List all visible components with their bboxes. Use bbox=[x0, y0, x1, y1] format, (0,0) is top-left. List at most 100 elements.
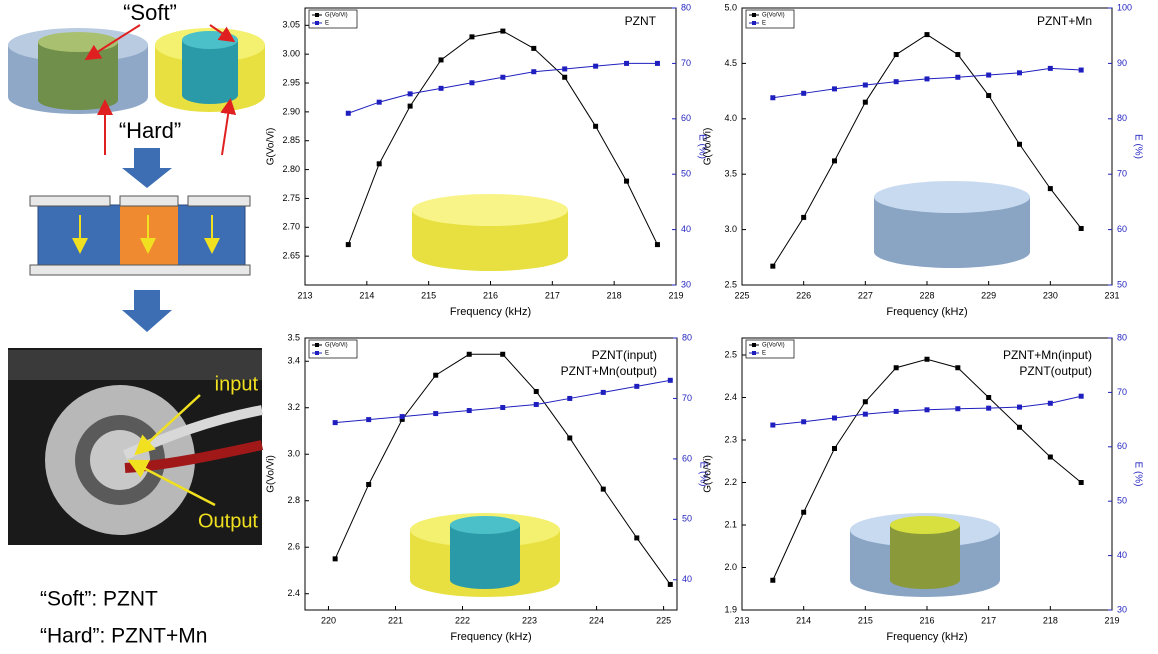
y2-axis-label: E (%) bbox=[1132, 462, 1143, 487]
x-tick-label: 228 bbox=[919, 290, 934, 300]
y2-axis-label: E (%) bbox=[697, 462, 708, 487]
point bbox=[667, 581, 673, 587]
point bbox=[466, 408, 472, 414]
y-tick-label: 1.9 bbox=[724, 604, 737, 614]
point bbox=[924, 407, 930, 413]
legend-label: E bbox=[325, 351, 329, 357]
x-tick-label: 224 bbox=[589, 615, 604, 625]
point bbox=[500, 28, 506, 34]
point bbox=[593, 63, 599, 69]
y2-axis-label: E (%) bbox=[1132, 134, 1143, 159]
x-tick-label: 218 bbox=[1043, 615, 1058, 625]
y2-tick-label: 70 bbox=[681, 58, 691, 68]
y-tick-label: 2.4 bbox=[287, 588, 300, 598]
y2-tick-label: 60 bbox=[682, 453, 692, 463]
legend-box bbox=[308, 339, 358, 359]
point bbox=[345, 110, 351, 116]
y2-tick-label: 70 bbox=[682, 393, 692, 403]
x-tick-label: 220 bbox=[321, 615, 336, 625]
y2-tick-label: 40 bbox=[681, 224, 691, 234]
y2-tick-label: 40 bbox=[682, 574, 692, 584]
y2-tick-label: 80 bbox=[1117, 113, 1127, 123]
legend-marker bbox=[752, 13, 756, 17]
point bbox=[801, 214, 807, 220]
y2-tick-label: 60 bbox=[681, 113, 691, 123]
point bbox=[862, 399, 868, 405]
point bbox=[433, 372, 439, 378]
down-arrow bbox=[122, 148, 172, 188]
point bbox=[634, 535, 640, 541]
y-tick-label: 4.0 bbox=[724, 113, 737, 123]
x-tick-label: 225 bbox=[734, 290, 749, 300]
point bbox=[500, 351, 506, 357]
point bbox=[1047, 400, 1053, 406]
y-tick-label: 2.70 bbox=[282, 222, 300, 232]
series-line bbox=[335, 379, 671, 424]
y-axis-label: G(Vo/Vi) bbox=[703, 455, 714, 493]
point bbox=[955, 74, 961, 80]
point bbox=[654, 60, 660, 66]
x-axis-label: Frequency (kHz) bbox=[886, 631, 967, 643]
inset-cylinder bbox=[412, 194, 568, 271]
y-tick-label: 3.00 bbox=[282, 49, 300, 59]
y-tick-label: 5.0 bbox=[724, 2, 737, 12]
x-tick-label: 215 bbox=[858, 615, 873, 625]
y-tick-label: 2.65 bbox=[282, 251, 300, 261]
legend-marker bbox=[315, 343, 319, 347]
y-tick-label: 2.3 bbox=[724, 434, 737, 444]
point bbox=[567, 395, 573, 401]
y2-tick-label: 80 bbox=[682, 332, 692, 342]
plot-frame bbox=[304, 337, 678, 611]
y2-tick-label: 50 bbox=[682, 514, 692, 524]
point bbox=[562, 74, 568, 80]
y-tick-label: 2.5 bbox=[724, 349, 737, 359]
y-tick-label: 2.90 bbox=[282, 106, 300, 116]
point bbox=[407, 103, 413, 109]
x-tick-label: 225 bbox=[656, 615, 671, 625]
legend-box bbox=[745, 339, 795, 359]
point bbox=[533, 401, 539, 407]
y-tick-label: 3.5 bbox=[724, 169, 737, 179]
point bbox=[893, 408, 899, 414]
point bbox=[1047, 454, 1053, 460]
point bbox=[376, 99, 382, 105]
point bbox=[624, 60, 630, 66]
y2-tick-label: 50 bbox=[681, 169, 691, 179]
legend-label: E bbox=[325, 21, 329, 27]
output-label: Output bbox=[198, 510, 258, 532]
annotation: PZNT+Mn bbox=[1037, 14, 1092, 28]
point bbox=[955, 52, 961, 58]
x-tick-label: 213 bbox=[734, 615, 749, 625]
point bbox=[770, 95, 776, 101]
y-tick-label: 2.2 bbox=[724, 477, 737, 487]
legend-label: E bbox=[762, 21, 766, 27]
point bbox=[531, 69, 537, 75]
y-tick-label: 3.0 bbox=[724, 224, 737, 234]
x-axis-label: Frequency (kHz) bbox=[450, 631, 531, 643]
x-axis-label: Frequency (kHz) bbox=[886, 306, 967, 318]
y-tick-label: 2.1 bbox=[724, 519, 737, 529]
point bbox=[862, 82, 868, 88]
point bbox=[376, 161, 382, 167]
x-tick-label: 221 bbox=[388, 615, 403, 625]
legend-marker bbox=[752, 343, 756, 347]
arrow bbox=[220, 98, 237, 156]
y-tick-label: 2.85 bbox=[282, 135, 300, 145]
y-tick-label: 3.2 bbox=[287, 402, 300, 412]
point bbox=[893, 52, 899, 58]
legend-marker bbox=[315, 351, 319, 355]
x-tick-label: 223 bbox=[522, 615, 537, 625]
point bbox=[469, 80, 475, 86]
point bbox=[332, 420, 338, 426]
point bbox=[654, 242, 660, 248]
down-arrow bbox=[122, 290, 172, 332]
inset-cylinder bbox=[410, 513, 560, 597]
point bbox=[893, 79, 899, 85]
inset-cylinder bbox=[850, 513, 1000, 597]
x-tick-label: 218 bbox=[607, 290, 622, 300]
point bbox=[1078, 67, 1084, 73]
point bbox=[600, 389, 606, 395]
hard-label: “Hard” bbox=[119, 118, 181, 143]
soft-legend: “Soft”: PZNT bbox=[40, 588, 158, 611]
point bbox=[862, 99, 868, 105]
